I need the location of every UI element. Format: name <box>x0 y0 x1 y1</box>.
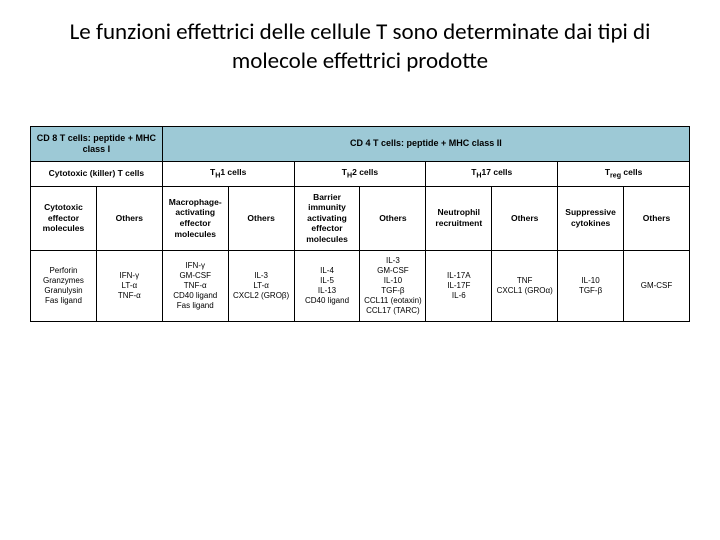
cat-treg-oth: Others <box>624 186 690 250</box>
data-th2-mol: IL-4IL-5IL-13CD40 ligand <box>294 250 360 321</box>
table-row: Cytotoxic (killer) T cells TH1 cells TH2… <box>31 162 690 187</box>
table-wrapper: CD 8 T cells: peptide + MHC class I CD 4… <box>30 126 690 322</box>
table-row: PerforinGranzymesGranulysinFas ligand IF… <box>31 250 690 321</box>
cat-th2: Barrier immunity activating effector mol… <box>294 186 360 250</box>
treg-post: cells <box>621 167 642 177</box>
celltype-ctl: Cytotoxic (killer) T cells <box>31 162 163 187</box>
cat-th17: Neutrophil recruitment <box>426 186 492 250</box>
data-treg-mol: IL-10TGF-β <box>558 250 624 321</box>
data-th17-oth: TNFCXCL1 (GROα) <box>492 250 558 321</box>
table-row: Cytotoxic effector molecules Others Macr… <box>31 186 690 250</box>
cat-th1: Macrophage-activating effector molecules <box>162 186 228 250</box>
header-cd4: CD 4 T cells: peptide + MHC class II <box>162 126 689 162</box>
cat-treg: Suppressive cytokines <box>558 186 624 250</box>
data-th2-oth: IL-3GM-CSFIL-10TGF-βCCL11 (eotaxin)CCL17… <box>360 250 426 321</box>
cat-ctl: Cytotoxic effector molecules <box>31 186 97 250</box>
cat-th1-oth: Others <box>228 186 294 250</box>
celltype-th2: TH2 cells <box>294 162 426 187</box>
data-treg-oth: GM-CSF <box>624 250 690 321</box>
table-row: CD 8 T cells: peptide + MHC class I CD 4… <box>31 126 690 162</box>
header-cd8: CD 8 T cells: peptide + MHC class I <box>31 126 163 162</box>
cat-th17-oth: Others <box>492 186 558 250</box>
data-th1-oth: IL-3LT-αCXCL2 (GROβ) <box>228 250 294 321</box>
data-ctl-oth: IFN-γLT-αTNF-α <box>96 250 162 321</box>
slide-title: Le funzioni effettrici delle cellule T s… <box>30 18 690 76</box>
th1-post: 1 cells <box>220 167 246 177</box>
cat-ctl-oth: Others <box>96 186 162 250</box>
celltype-th17: TH17 cells <box>426 162 558 187</box>
cat-th2-oth: Others <box>360 186 426 250</box>
effector-table: CD 8 T cells: peptide + MHC class I CD 4… <box>30 126 690 322</box>
th17-post: 17 cells <box>482 167 513 177</box>
th2-post: 2 cells <box>352 167 378 177</box>
slide: Le funzioni effettrici delle cellule T s… <box>0 0 720 540</box>
celltype-th1: TH1 cells <box>162 162 294 187</box>
data-th1-mol: IFN-γGM-CSFTNF-αCD40 ligandFas ligand <box>162 250 228 321</box>
data-th17-mol: IL-17AIL-17FIL-6 <box>426 250 492 321</box>
celltype-treg: Treg cells <box>558 162 690 187</box>
treg-sub: reg <box>610 172 621 180</box>
data-ctl-mol: PerforinGranzymesGranulysinFas ligand <box>31 250 97 321</box>
